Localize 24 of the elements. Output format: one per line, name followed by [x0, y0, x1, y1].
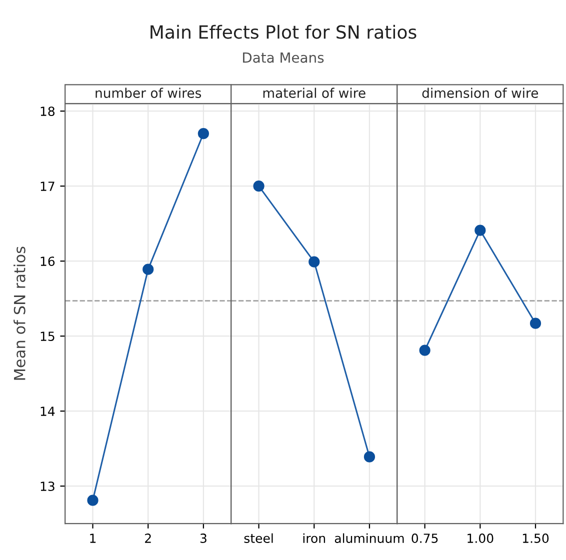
y-tick-label: 14	[40, 406, 55, 416]
x-tick-label: 0.75	[412, 534, 438, 543]
x-tick-label: steel	[244, 533, 273, 543]
x-tick-label: iron	[303, 533, 326, 543]
x-tick-label: 1.50	[522, 534, 549, 543]
text: Main Effects Plot for SN ratios	[150, 24, 416, 39]
y-tick-label: 18	[40, 106, 55, 116]
x-tick-label: 3	[200, 534, 206, 543]
chart-title: dimension of wire	[422, 88, 538, 98]
x-tick-label: 1	[90, 534, 96, 543]
y-axis-title: Mean of SN ratios	[14, 246, 26, 380]
x-tick-label: 2	[145, 534, 151, 543]
point	[142, 264, 154, 275]
chart-title: material of wire	[263, 88, 366, 98]
point	[87, 494, 98, 506]
y-tick-label: 16	[40, 256, 55, 266]
x-tick-label: 1.00	[468, 534, 494, 543]
y-tick-label: 13	[40, 482, 54, 492]
text: Data Means	[243, 52, 324, 63]
y-tick-label: 17	[40, 182, 54, 191]
chart-title: number of wires	[96, 88, 202, 98]
x-tick-label: aluminuum	[334, 533, 404, 543]
point	[198, 128, 209, 140]
y-tick-label: 15	[40, 332, 54, 342]
